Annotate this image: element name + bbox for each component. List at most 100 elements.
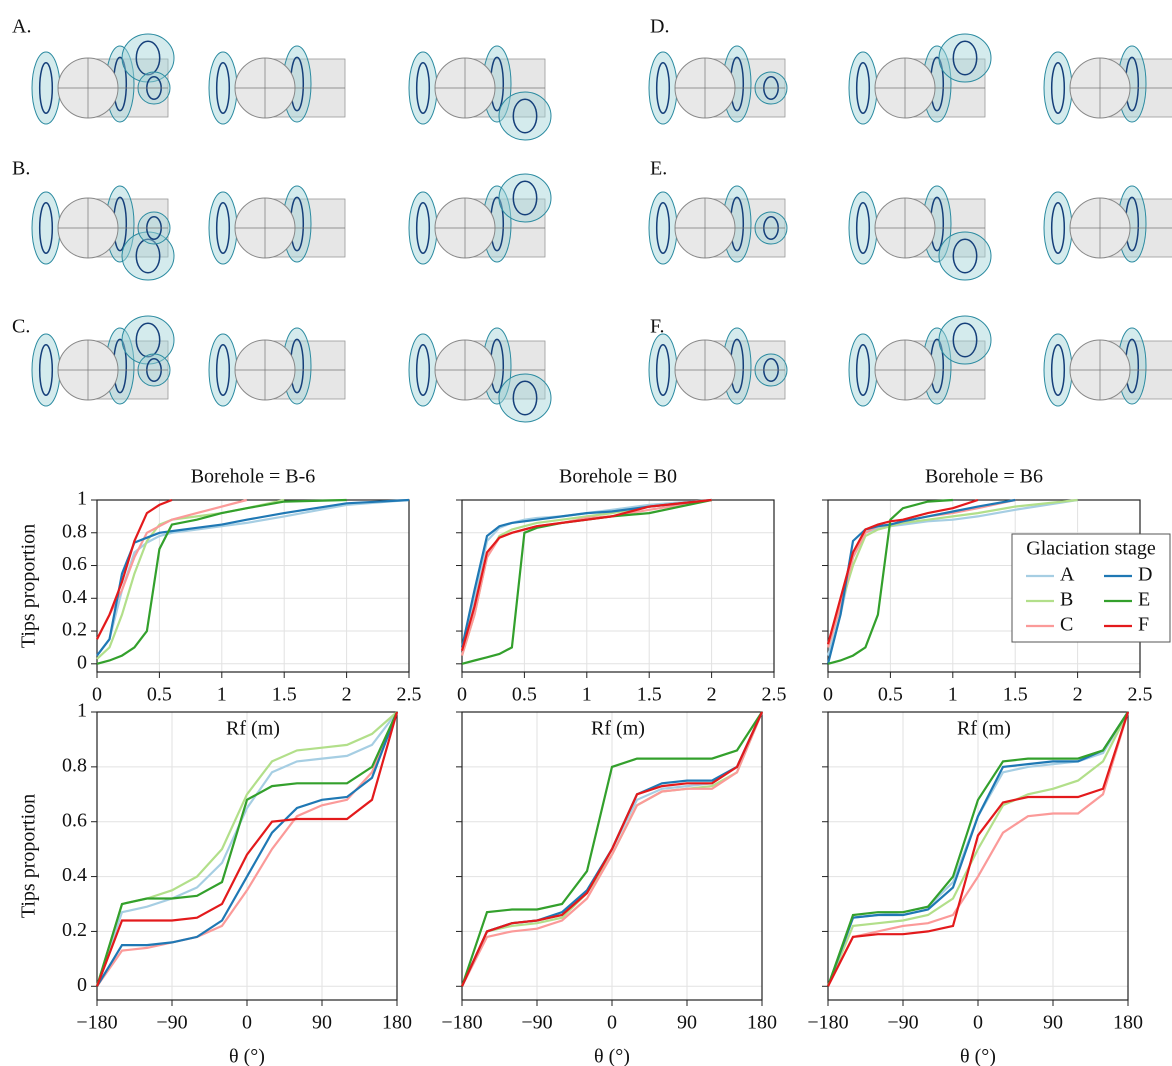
y-axis-label: Tips proportion — [18, 524, 40, 648]
panel-label: A. — [12, 16, 31, 38]
x-axis-label: θ (°) — [960, 1046, 996, 1066]
x-tick-label: 0 — [457, 684, 467, 706]
x-axis-label: Rf (m) — [226, 718, 280, 740]
x-tick-label: −90 — [156, 1012, 187, 1034]
x-tick-label: 0 — [92, 684, 102, 706]
x-axis-label: Rf (m) — [957, 718, 1011, 740]
x-tick-label: 1 — [217, 684, 227, 706]
plot-frame — [827, 711, 1129, 1001]
x-tick-label: 0 — [973, 1012, 983, 1034]
x-tick-label: 2.5 — [397, 684, 422, 706]
x-tick-label: 90 — [1043, 1012, 1063, 1034]
blob-core — [512, 98, 538, 134]
y-tick-label: 0.4 — [62, 586, 87, 608]
blob — [498, 373, 552, 423]
x-tick-label: 0.5 — [147, 684, 172, 706]
series-line — [460, 498, 712, 648]
series-line — [461, 711, 764, 987]
x-tick-label: 0.5 — [878, 684, 903, 706]
blob-core — [38, 344, 54, 396]
legend-label: D — [1138, 564, 1152, 586]
chart-title: Borehole = B0 — [559, 466, 677, 488]
series-line — [95, 711, 398, 987]
blob-core — [655, 344, 671, 396]
legend-label: C — [1060, 614, 1073, 636]
x-tick-label: 0 — [242, 1012, 252, 1034]
x-tick-label: 90 — [677, 1012, 697, 1034]
blob-core — [415, 62, 431, 114]
series-line — [827, 711, 1130, 987]
x-tick-label: −180 — [807, 1012, 848, 1034]
panel-label: E. — [650, 158, 667, 180]
series-line — [826, 711, 1129, 987]
y-tick-label: 0.8 — [62, 520, 87, 542]
series-line — [460, 498, 712, 651]
blob-core — [38, 202, 54, 254]
x-tick-label: 0 — [823, 684, 833, 706]
x-tick-label: 2 — [707, 684, 717, 706]
blob-core — [135, 322, 161, 358]
blob-core — [415, 344, 431, 396]
blob-core — [215, 344, 231, 396]
series-line — [95, 711, 399, 987]
legend-label: A — [1060, 564, 1075, 586]
series-line — [827, 711, 1130, 987]
blob-core — [1050, 344, 1066, 396]
x-tick-label: −90 — [521, 1012, 552, 1034]
x-tick-label: −180 — [76, 1012, 117, 1034]
plot-frame — [96, 711, 398, 1001]
blob — [938, 231, 992, 281]
y-tick-label: 0.4 — [62, 864, 87, 886]
x-axis-label: θ (°) — [594, 1046, 630, 1066]
panel-label: C. — [12, 316, 30, 338]
blob-core — [215, 202, 231, 254]
x-tick-label: 1.5 — [637, 684, 662, 706]
panel-label: F. — [650, 316, 665, 338]
y-tick-label: 0.2 — [62, 919, 87, 941]
blob-core — [655, 62, 671, 114]
blob — [938, 315, 992, 365]
x-tick-label: 1 — [948, 684, 958, 706]
x-tick-label: 90 — [312, 1012, 332, 1034]
x-tick-label: 1 — [582, 684, 592, 706]
y-tick-label: 0.2 — [62, 619, 87, 641]
series-line — [95, 711, 399, 987]
x-tick-label: 2.5 — [1128, 684, 1153, 706]
x-tick-label: 2 — [1073, 684, 1083, 706]
blob-core — [512, 380, 538, 416]
series-line — [96, 711, 399, 987]
legend-label: E — [1138, 589, 1150, 611]
blob-core — [135, 40, 161, 76]
x-tick-label: −180 — [441, 1012, 482, 1034]
x-axis-label: θ (°) — [229, 1046, 265, 1066]
y-tick-label: 1 — [77, 488, 87, 510]
blob-core — [1050, 202, 1066, 254]
x-tick-label: 180 — [747, 1012, 777, 1034]
series-line — [96, 498, 410, 657]
blob-core — [952, 322, 978, 358]
blob-core — [855, 344, 871, 396]
x-tick-label: −90 — [887, 1012, 918, 1034]
chart-title: Borehole = B-6 — [191, 466, 316, 488]
series-line — [96, 711, 399, 987]
x-tick-label: 2.5 — [762, 684, 787, 706]
blob-core — [655, 202, 671, 254]
y-tick-label: 0.6 — [62, 809, 87, 831]
plot-frame — [461, 711, 763, 1001]
y-tick-label: 0 — [77, 974, 87, 996]
x-tick-label: 0.5 — [512, 684, 537, 706]
series-line — [96, 498, 410, 657]
series-line — [826, 711, 1129, 987]
series-line — [826, 498, 979, 645]
legend-title: Glaciation stage — [1026, 538, 1156, 560]
plot-frame — [461, 499, 775, 673]
series-line — [460, 498, 712, 651]
x-tick-label: 180 — [382, 1012, 412, 1034]
series-line — [827, 498, 953, 665]
blob-core — [215, 62, 231, 114]
blob-core — [855, 202, 871, 254]
plot-frame — [96, 499, 410, 673]
series-line — [96, 498, 347, 665]
panel-label: D. — [650, 16, 669, 38]
